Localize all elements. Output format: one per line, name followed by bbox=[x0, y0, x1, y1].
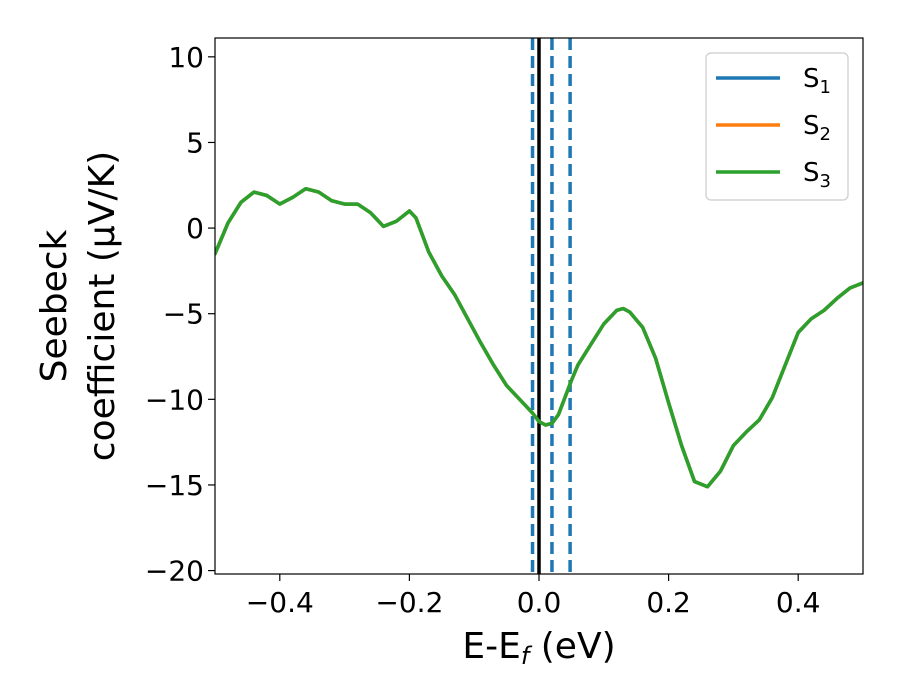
x-axis-label: E-Ef (eV) bbox=[462, 626, 615, 670]
y-axis-label-line1: Seebeck bbox=[34, 229, 75, 382]
x-tick-label: −0.2 bbox=[375, 586, 443, 619]
legend: S1 S2 S3 bbox=[705, 52, 849, 201]
x-tick-label: 0.4 bbox=[776, 586, 821, 619]
y-tick-label: −5 bbox=[163, 298, 204, 331]
y-tick-label: −15 bbox=[145, 469, 204, 502]
x-axis-label-main: E-E bbox=[462, 626, 520, 667]
legend-label-s1: S1 bbox=[803, 64, 831, 98]
y-tick-label: 5 bbox=[186, 126, 204, 159]
legend-label-s2: S2 bbox=[803, 111, 831, 145]
y-axis-label: Seebeck coefficient (μV/K) bbox=[34, 151, 123, 461]
y-axis-label-line2: coefficient (μV/K) bbox=[82, 151, 123, 461]
x-tick-label: −0.4 bbox=[246, 586, 314, 619]
y-tick-label: 0 bbox=[186, 212, 204, 245]
y-tick-label: −20 bbox=[145, 555, 204, 588]
y-tick-label: −10 bbox=[145, 383, 204, 416]
x-axis-label-unit: (eV) bbox=[529, 626, 615, 667]
x-tick-label: 0.2 bbox=[646, 586, 691, 619]
series-line-s3 bbox=[215, 186, 863, 489]
plot-area bbox=[215, 38, 863, 574]
legend-label-s3: S3 bbox=[803, 158, 831, 192]
x-tick-label: 0.0 bbox=[517, 586, 562, 619]
y-tick-label: 10 bbox=[168, 41, 204, 74]
